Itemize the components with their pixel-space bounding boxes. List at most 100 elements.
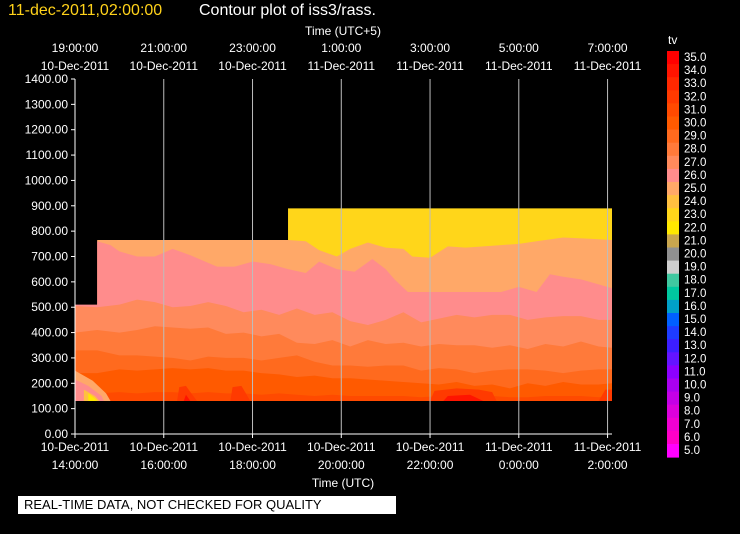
colorbar-level-label: 26.0 (684, 170, 706, 182)
contour-fill-layer (75, 208, 613, 402)
colorbar-swatch (667, 286, 679, 301)
colorbar-swatch (667, 352, 679, 366)
colorbar-swatch (667, 260, 679, 275)
colorbar-swatch (667, 116, 679, 131)
x-tick-date: 10-Dec-2011 (130, 440, 199, 454)
colorbar-swatch (667, 273, 679, 288)
y-tick-label: 1000.00 (25, 173, 69, 187)
colorbar-swatch (667, 234, 679, 248)
colorbar-swatch (667, 182, 679, 196)
colorbar-level-label: 35.0 (684, 52, 706, 64)
y-tick-label: 1200.00 (25, 123, 69, 137)
y-tick-label: 400.00 (31, 326, 68, 340)
top-tick-time: 7:00:00 (588, 41, 628, 55)
colorbar-swatch (667, 142, 679, 157)
contour-hotspot (75, 379, 104, 402)
plot-title: Contour plot of iss3/rass. (199, 2, 376, 19)
bottom-axis-title: Time (UTC) (311, 476, 375, 490)
colorbar-swatch (667, 103, 679, 117)
top-tick-time: 1:00:00 (321, 41, 361, 55)
y-tick-label: 600.00 (31, 275, 68, 289)
colorbar-swatch (667, 221, 679, 235)
colorbar-level-label: 7.0 (684, 419, 700, 431)
x-tick-time: 0:00:00 (499, 458, 539, 472)
colorbar-swatch (667, 326, 679, 340)
colorbar-swatch (667, 208, 679, 222)
contour-hotspot (183, 394, 191, 402)
colorbar-swatch (667, 51, 679, 65)
colorbar-level-label: 25.0 (684, 183, 706, 195)
x-tick-time: 2:00:00 (588, 458, 628, 472)
colorbar-swatch (667, 155, 679, 170)
colorbar-level-label: 20.0 (684, 249, 706, 261)
top-tick-date: 10-Dec-2011 (41, 59, 110, 73)
colorbar-level-label: 21.0 (684, 235, 706, 247)
y-tick-label: 200.00 (31, 376, 68, 390)
colorbar-swatch (667, 391, 679, 406)
colorbar-level-label: 6.0 (684, 432, 700, 444)
quality-notice: REAL-TIME DATA, NOT CHECKED FOR QUALITY (18, 496, 396, 514)
colorbar-level-label: 23.0 (684, 209, 706, 221)
top-tick-time: 5:00:00 (499, 41, 539, 55)
y-tick-label: 1100.00 (26, 148, 69, 162)
colorbar-swatch (667, 339, 679, 353)
top-tick-date: 10-Dec-2011 (130, 59, 199, 73)
colorbar-swatch (667, 404, 679, 419)
top-tick-date: 11-Dec-2011 (574, 59, 642, 73)
colorbar-level-label: 9.0 (684, 393, 700, 405)
y-tick-label: 900.00 (31, 199, 68, 213)
contour-hotspot (230, 385, 251, 402)
top-tick-time: 21:00:00 (140, 41, 187, 55)
x-tick-time: 16:00:00 (140, 458, 187, 472)
colorbar-level-label: 22.0 (684, 222, 706, 234)
colorbar-level-label: 30.0 (684, 118, 706, 130)
x-tick-time: 18:00:00 (229, 458, 276, 472)
colorbar-level-label: 15.0 (684, 314, 706, 326)
contour-hotspot (598, 389, 612, 402)
plot-datetime: 11-dec-2011,02:00:00 (8, 2, 163, 19)
top-tick-date: 11-Dec-2011 (307, 59, 375, 73)
colorbar-swatch (667, 90, 679, 104)
colorbar-level-label: 17.0 (684, 288, 706, 300)
colorbar-swatch (667, 129, 679, 144)
colorbar-swatch (667, 430, 679, 445)
contour-hotspot (83, 389, 100, 402)
colorbar-level-label: 27.0 (684, 157, 706, 169)
colorbar-level-label: 16.0 (684, 301, 706, 313)
colorbar-level-label: 19.0 (684, 262, 706, 274)
colorbar-level-label: 34.0 (684, 65, 706, 77)
y-tick-label: 0.00 (45, 427, 69, 441)
colorbar-level-label: 33.0 (684, 78, 706, 90)
colorbar-level-label: 11.0 (684, 366, 706, 378)
colorbar-level-label: 32.0 (684, 91, 706, 103)
x-tick-date: 10-Dec-2011 (307, 440, 376, 454)
colorbar-swatch (667, 195, 679, 209)
colorbar-swatch (667, 247, 679, 262)
axes-layer: 0.00 100.00 200.00 300.00 400.00 500.00 600.00… (25, 41, 642, 472)
colorbar-swatch (667, 299, 679, 314)
y-tick-label: 800.00 (31, 224, 68, 238)
top-tick-date: 11-Dec-2011 (396, 59, 464, 73)
x-tick-time: 22:00:00 (407, 458, 454, 472)
colorbar-swatch (667, 444, 679, 458)
top-tick-time: 3:00:00 (410, 41, 450, 55)
top-tick-time: 23:00:00 (229, 41, 276, 55)
colorbar-swatch (667, 77, 679, 91)
colorbar-swatch (667, 378, 679, 393)
contour-hotspot (443, 394, 484, 402)
y-tick-label: 700.00 (31, 250, 68, 264)
x-tick-date: 10-Dec-2011 (396, 440, 465, 454)
contour-hotspot (177, 385, 198, 402)
x-tick-time: 14:00:00 (52, 458, 99, 472)
colorbar-label: tv (668, 33, 677, 47)
y-tick-label: 500.00 (31, 300, 68, 314)
y-tick-label: 1300.00 (25, 97, 69, 111)
y-tick-label: 1400.00 (25, 72, 69, 86)
x-tick-date: 11-Dec-2011 (485, 440, 553, 454)
contour-hotspot (88, 393, 98, 402)
colorbar-level-label: 18.0 (684, 275, 706, 287)
colorbar-swatch (667, 365, 679, 379)
colorbar-swatch (667, 168, 679, 183)
colorbar-level-label: 5.0 (684, 445, 700, 457)
